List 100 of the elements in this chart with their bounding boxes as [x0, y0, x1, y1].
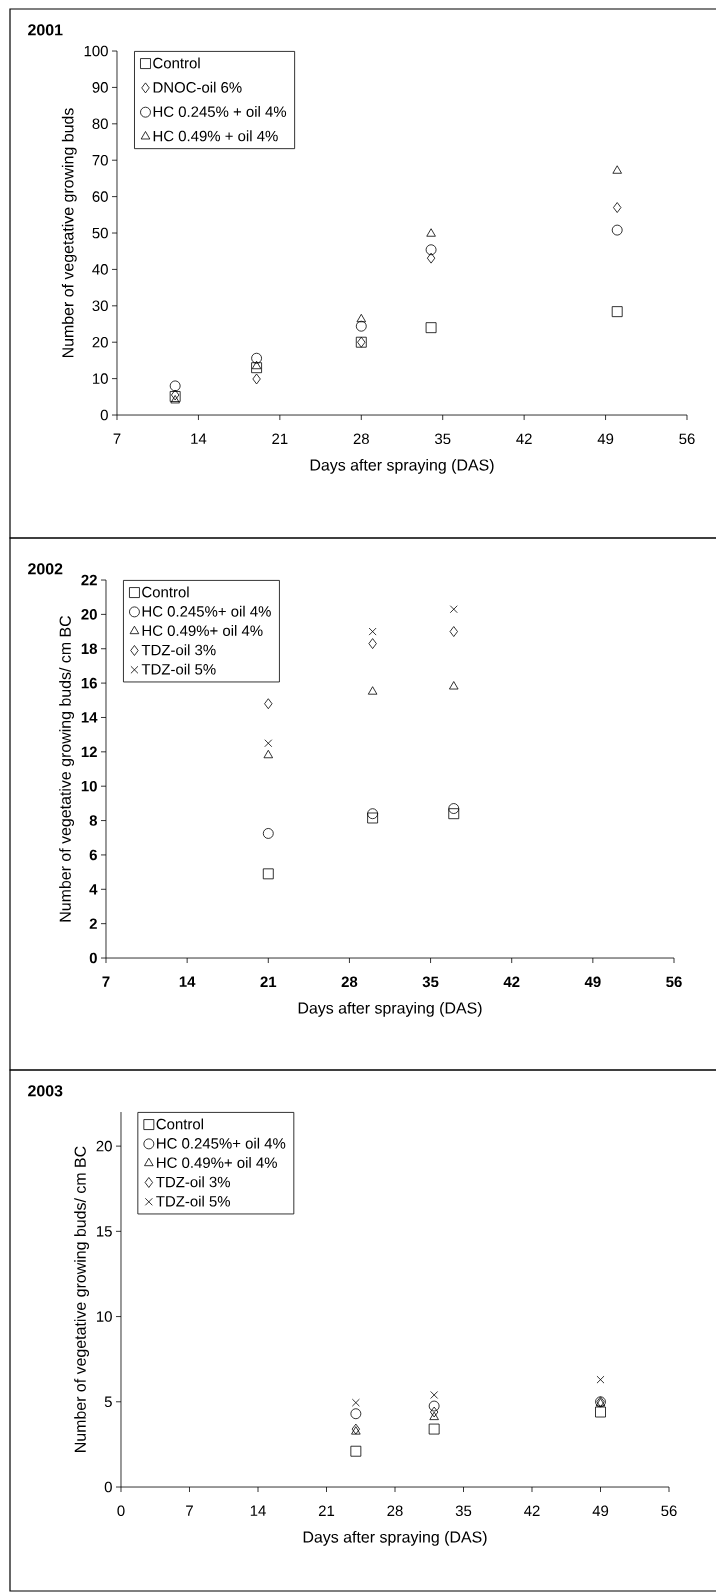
legend-label: TDZ-oil 5%: [156, 1195, 230, 1207]
y-tick-label: 50: [92, 227, 108, 239]
y-tick-label: 40: [92, 264, 108, 275]
point: [611, 306, 623, 318]
x-axis-title: Days after spraying (DAS): [303, 1530, 487, 1546]
x-tick-label: 21: [272, 433, 288, 444]
y-tick-label: 20: [92, 336, 108, 348]
point: [368, 638, 377, 649]
y-tick-label: 90: [92, 82, 108, 93]
point: [356, 313, 367, 323]
point: [350, 1408, 362, 1420]
legend-label: HC 0.245% + oil 4%: [153, 106, 287, 117]
legend-label: DNOC-oil 6%: [153, 81, 242, 93]
y-tick-label: 0: [100, 409, 108, 421]
y-tick-label: 20: [81, 609, 97, 620]
x-tick-label: 7: [102, 976, 110, 987]
point: [426, 252, 436, 264]
point: [263, 749, 274, 759]
legend-label: HC 0.49%+ oil 4%: [142, 625, 263, 636]
point: [169, 380, 181, 392]
y-tick-label: 18: [81, 643, 98, 655]
y-tick-label: 30: [92, 300, 108, 312]
y-tick-label: 100: [84, 45, 108, 57]
legend-label: Control: [156, 1118, 203, 1130]
point: [368, 627, 377, 636]
y-tick-label: 12: [81, 746, 97, 758]
x-tick-label: 35: [422, 976, 439, 988]
point: [613, 202, 622, 213]
x-tick-label: 7: [186, 1505, 193, 1516]
legend-label: TDZ-oil 3%: [141, 644, 216, 656]
y-tick-label: 14: [81, 712, 98, 723]
point: [449, 605, 458, 614]
point: [367, 686, 378, 695]
y-tick-label: 16: [81, 677, 97, 689]
legend-label: Control: [153, 57, 200, 69]
x-tick-label: 14: [179, 976, 196, 987]
point: [351, 1398, 360, 1407]
x-tick-label: 28: [341, 976, 358, 988]
point: [251, 362, 262, 374]
x-tick-label: 7: [113, 433, 121, 444]
point: [251, 352, 262, 364]
point: [355, 320, 367, 332]
point: [429, 1411, 439, 1421]
x-tick-label: 21: [318, 1505, 335, 1516]
y-tick-label: 10: [97, 1311, 112, 1322]
point: [448, 803, 460, 814]
point: [426, 228, 436, 237]
point: [252, 373, 261, 385]
point: [264, 739, 273, 748]
point: [596, 1375, 605, 1384]
point: [612, 165, 622, 174]
chart-title: 2001: [28, 24, 63, 36]
chart-title: 2003: [28, 1085, 63, 1097]
x-tick-label: 42: [503, 976, 520, 987]
point: [262, 868, 274, 880]
x-tick-label: 56: [661, 1505, 677, 1517]
y-tick-label: 10: [93, 373, 108, 384]
y-tick-label: 80: [92, 118, 108, 130]
y-tick-label: 60: [92, 191, 108, 202]
legend-label: HC 0.49% + oil 4%: [153, 130, 278, 142]
chart-title: 2002: [28, 563, 63, 575]
point: [425, 244, 437, 256]
y-tick-label: 8: [89, 815, 98, 826]
point: [428, 1400, 440, 1412]
x-axis-title: Days after spraying (DAS): [298, 1001, 482, 1017]
x-tick-label: 49: [592, 1505, 609, 1517]
x-tick-label: 56: [679, 433, 695, 445]
y-tick-label: 0: [89, 952, 97, 964]
x-tick-label: 0: [117, 1505, 125, 1517]
y-tick-label: 22: [81, 574, 97, 586]
point: [595, 1406, 606, 1418]
point: [264, 698, 273, 710]
point: [449, 626, 458, 637]
legend-label: TDZ-oil 3%: [156, 1176, 230, 1188]
point: [170, 395, 180, 404]
point: [350, 1445, 362, 1457]
point: [367, 812, 379, 824]
y-tick-label: 6: [89, 849, 97, 861]
point: [611, 224, 623, 236]
y-axis-title: Number of vegetative growing buds/ cm BC: [59, 615, 75, 922]
point: [430, 1406, 439, 1418]
y-tick-label: 4: [89, 884, 98, 895]
x-tick-label: 14: [250, 1505, 266, 1516]
point: [425, 322, 437, 334]
x-tick-label: 42: [524, 1505, 540, 1516]
x-axis-title: Days after spraying (DAS): [310, 458, 494, 474]
y-tick-label: 15: [97, 1226, 112, 1237]
x-tick-label: 28: [387, 1505, 403, 1517]
point: [448, 808, 460, 820]
x-tick-label: 28: [353, 433, 369, 445]
point: [428, 1423, 440, 1435]
y-tick-label: 0: [104, 1481, 112, 1493]
point: [251, 360, 262, 370]
legend-label: HC 0.245%+ oil 4%: [142, 605, 271, 617]
y-tick-label: 70: [92, 154, 108, 166]
x-tick-label: 49: [597, 433, 614, 445]
x-tick-label: 49: [584, 976, 601, 988]
x-tick-label: 42: [516, 433, 532, 444]
x-tick-label: 35: [434, 433, 451, 445]
y-axis-title: Number of vegetative growing buds/ cm BC: [74, 1146, 90, 1452]
